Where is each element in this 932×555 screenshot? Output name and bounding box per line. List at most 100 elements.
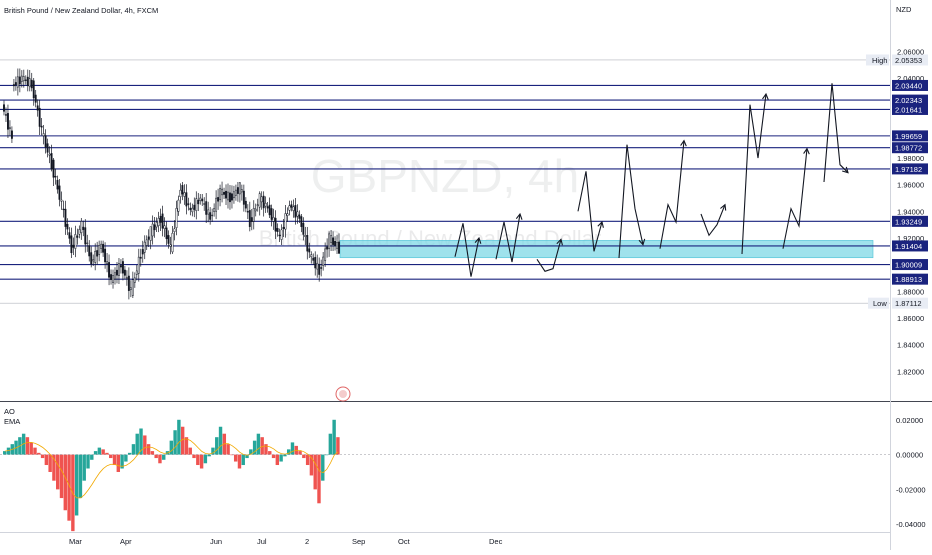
candle-body	[7, 113, 9, 130]
candle-body	[268, 204, 271, 216]
ao-bar	[116, 454, 121, 472]
projection-arrowhead	[474, 236, 482, 244]
candle-body	[221, 188, 223, 196]
ao-bar	[90, 454, 94, 460]
ao-bar	[286, 449, 291, 455]
candle-body	[94, 250, 97, 263]
candle-body	[292, 206, 295, 211]
candle-body	[280, 229, 283, 240]
ao-bar	[226, 444, 230, 455]
candle-body	[270, 208, 273, 220]
candle-body	[324, 248, 327, 261]
ao-bar	[67, 454, 71, 521]
candle-body	[308, 248, 311, 253]
candle-body	[68, 232, 71, 239]
candle-body	[290, 204, 293, 208]
candle-body	[32, 80, 35, 99]
candle-body	[22, 76, 25, 82]
candle-body	[229, 192, 231, 203]
candle-body	[260, 196, 263, 203]
candle-body	[34, 94, 37, 103]
candle-body	[248, 210, 251, 227]
candle-body	[86, 242, 89, 244]
candle-body	[28, 78, 31, 87]
ao-bar	[237, 454, 242, 469]
candle-body	[102, 243, 105, 253]
candle-body	[334, 240, 336, 246]
candle-body	[40, 125, 43, 128]
candle-body	[141, 249, 144, 255]
candle-body	[70, 235, 73, 254]
candle-body	[137, 256, 140, 274]
candle-body	[254, 208, 257, 212]
candle-body	[38, 107, 41, 127]
currency-unit: NZD	[896, 5, 912, 14]
projection-segment	[495, 213, 521, 263]
candle-body	[78, 229, 81, 235]
level-price-label: 2.03440	[895, 81, 922, 90]
high-label: High	[872, 56, 887, 65]
candle-body	[76, 235, 79, 238]
candle-body	[10, 130, 13, 139]
ao-bar	[256, 433, 261, 455]
x-tick-label: Dec	[489, 537, 503, 546]
watermark-symbol: GBPNZD, 4h	[311, 150, 579, 202]
candle-body	[30, 79, 33, 89]
candle-body	[8, 127, 11, 129]
candle-body	[274, 217, 277, 232]
level-price-tag	[892, 273, 928, 285]
candle-body	[209, 212, 212, 220]
ao-bar	[298, 451, 302, 455]
ao-bar	[252, 440, 257, 455]
candle-body	[82, 226, 85, 230]
candle-body	[20, 75, 23, 82]
projection-arrowhead	[556, 238, 563, 246]
ao-bar	[127, 452, 132, 455]
ao-bar	[154, 454, 158, 459]
candle-body	[330, 235, 333, 243]
ao-bar	[275, 454, 280, 466]
candle-body	[242, 190, 245, 205]
ao-bar	[131, 444, 136, 455]
ao-bar	[109, 454, 113, 459]
candle-body	[179, 189, 182, 198]
ao-bar	[196, 454, 200, 466]
candle-body	[215, 197, 218, 212]
candle-body	[314, 257, 317, 269]
candle-body	[233, 191, 235, 199]
ao-bar	[150, 451, 155, 455]
ao-bar	[63, 454, 67, 511]
candle-body	[18, 76, 21, 85]
projection-arrowhead	[803, 147, 810, 155]
ao-bar	[192, 454, 196, 459]
candle-body	[64, 208, 67, 227]
level-price-label: 1.91404	[895, 242, 922, 251]
projection-segment	[700, 204, 726, 237]
projection-arrowhead	[597, 220, 604, 228]
projection-segment	[577, 171, 603, 252]
ao-bar	[230, 454, 234, 456]
ao-bar	[260, 437, 264, 455]
ao-bar	[188, 447, 192, 455]
high-tag	[866, 54, 889, 66]
ao-bar	[97, 447, 102, 455]
ao-bar	[199, 454, 204, 469]
chart-title: British Pound / New Zealand Dollar, 4h, …	[4, 6, 159, 15]
candle-body	[231, 193, 233, 201]
ao-bar	[271, 454, 276, 459]
candle-body	[56, 179, 59, 190]
ao-bar	[324, 454, 329, 456]
candle-body	[264, 202, 267, 207]
ao-bar	[120, 454, 124, 469]
candle-body	[3, 104, 5, 112]
y-tick-label: 1.82000	[897, 367, 924, 376]
candle-body	[153, 224, 156, 231]
ao-bar	[146, 444, 151, 455]
level-price-label: 1.99659	[895, 132, 922, 141]
ao-bar	[302, 454, 306, 459]
ao-bar	[268, 451, 272, 455]
x-tick-label: Jul	[257, 537, 267, 546]
candle-body	[96, 250, 99, 257]
